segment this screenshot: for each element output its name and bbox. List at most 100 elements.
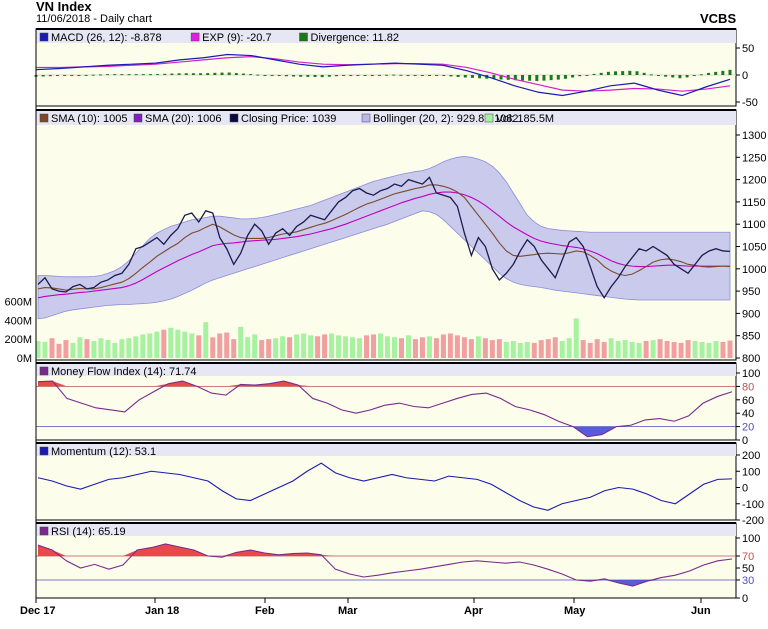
- mfi-y-tick-label: 40: [742, 408, 754, 420]
- legend-label: Vol: 185.5M: [496, 113, 554, 125]
- sma10-line: [37, 184, 731, 291]
- divergence-bar: [592, 73, 596, 75]
- divergence-bar: [399, 74, 403, 76]
- divergence-bar: [120, 74, 124, 76]
- legend-swatch: [361, 113, 371, 123]
- price-y-tick-label: 1250: [742, 152, 766, 164]
- legend-swatch: [39, 113, 49, 123]
- divergence-bar: [699, 74, 703, 76]
- divergence-bar: [406, 75, 410, 76]
- divergence-bar: [270, 75, 274, 76]
- divergence-bar: [535, 75, 539, 81]
- divergence-bar: [542, 75, 546, 81]
- volume-bar: [238, 326, 244, 358]
- volume-bar: [294, 334, 300, 358]
- chart-title: VN Index: [36, 0, 92, 14]
- volume-bar: [426, 336, 432, 358]
- divergence-bar: [148, 74, 152, 76]
- volume-bar: [91, 341, 97, 358]
- volume-bar: [343, 336, 349, 358]
- volume-bar: [503, 341, 509, 358]
- divergence-bar: [492, 75, 496, 80]
- divergence-bar: [98, 74, 102, 76]
- legend-swatch: [190, 32, 200, 42]
- divergence-bar: [141, 74, 145, 76]
- divergence-bar: [170, 73, 174, 75]
- panel-legend-bar: [36, 29, 736, 43]
- volume-bar: [545, 339, 551, 358]
- divergence-bar: [227, 72, 231, 75]
- volume-bar: [580, 340, 586, 358]
- volume-bar: [524, 341, 530, 358]
- volume-bar: [594, 339, 600, 358]
- divergence-bar: [599, 72, 603, 75]
- divergence-bar: [299, 75, 303, 77]
- divergence-bar: [456, 75, 460, 77]
- divergence-bar: [327, 75, 331, 77]
- volume-bar: [713, 341, 719, 358]
- divergence-bar: [41, 75, 45, 77]
- divergence-bar: [249, 74, 253, 76]
- volume-bar: [727, 340, 733, 358]
- volume-bar: [84, 339, 90, 358]
- divergence-bar: [84, 74, 88, 76]
- legend-swatch: [39, 366, 49, 376]
- volume-bar: [217, 333, 223, 358]
- divergence-bar: [463, 75, 467, 78]
- mfi-y-tick-label: 80: [742, 381, 754, 393]
- divergence-bar: [163, 73, 167, 75]
- macd-line: [35, 53, 731, 97]
- divergence-bar: [320, 75, 324, 78]
- legend-label: Closing Price: 1039: [241, 113, 336, 125]
- divergence-bar: [385, 74, 389, 76]
- volume-bar: [140, 334, 146, 358]
- volume-bar: [147, 333, 153, 358]
- momentum-line: [37, 462, 733, 511]
- price-y-tick-label: 1000: [742, 264, 766, 276]
- divergence-bar: [642, 72, 646, 75]
- momentum-y-tick-label: 0: [742, 483, 748, 495]
- volume-bar: [405, 335, 411, 358]
- volume-bar: [664, 341, 670, 358]
- divergence-bar: [199, 73, 203, 75]
- volume-bar: [364, 335, 370, 358]
- divergence-bar: [470, 75, 474, 78]
- x-axis-label: May: [564, 605, 586, 617]
- volume-axis-label: 0M: [17, 353, 32, 365]
- volume-bar: [531, 342, 537, 358]
- divergence-bar: [263, 75, 267, 76]
- volume-bar: [112, 342, 118, 358]
- volume-bar: [49, 338, 55, 358]
- divergence-bar: [134, 74, 138, 76]
- divergence-bar: [55, 75, 59, 76]
- volume-bar: [615, 341, 621, 358]
- volume-bar: [126, 338, 132, 358]
- volume-bar: [203, 322, 209, 358]
- divergence-bar: [428, 75, 432, 76]
- divergence-bar: [563, 75, 567, 79]
- volume-bar: [447, 333, 453, 358]
- divergence-bar: [306, 75, 310, 77]
- volume-bar: [461, 337, 467, 358]
- divergence-bar: [377, 74, 381, 76]
- volume-bar: [566, 338, 572, 358]
- divergence-bar: [284, 75, 288, 77]
- legend-label: SMA (10): 1005: [51, 113, 127, 125]
- divergence-bar: [184, 73, 188, 75]
- volume-axis-label: 200M: [4, 334, 32, 346]
- volume-bar: [573, 318, 579, 358]
- divergence-bar: [206, 73, 210, 75]
- mfi-overbought-fill: [38, 381, 732, 387]
- legend-label: SMA (20): 1006: [145, 113, 221, 125]
- volume-bar: [371, 334, 377, 358]
- macd-y-tick-label: 50: [742, 43, 754, 55]
- volume-axis-label: 400M: [4, 315, 32, 327]
- volume-bar: [42, 341, 48, 358]
- volume-bar: [517, 342, 523, 358]
- volume-bar: [685, 340, 691, 358]
- divergence-bar: [241, 73, 245, 75]
- divergence-bar: [571, 75, 575, 78]
- legend-label: Divergence: 11.82: [311, 32, 399, 44]
- volume-bar: [119, 339, 125, 358]
- price-y-tick-label: 850: [742, 331, 760, 343]
